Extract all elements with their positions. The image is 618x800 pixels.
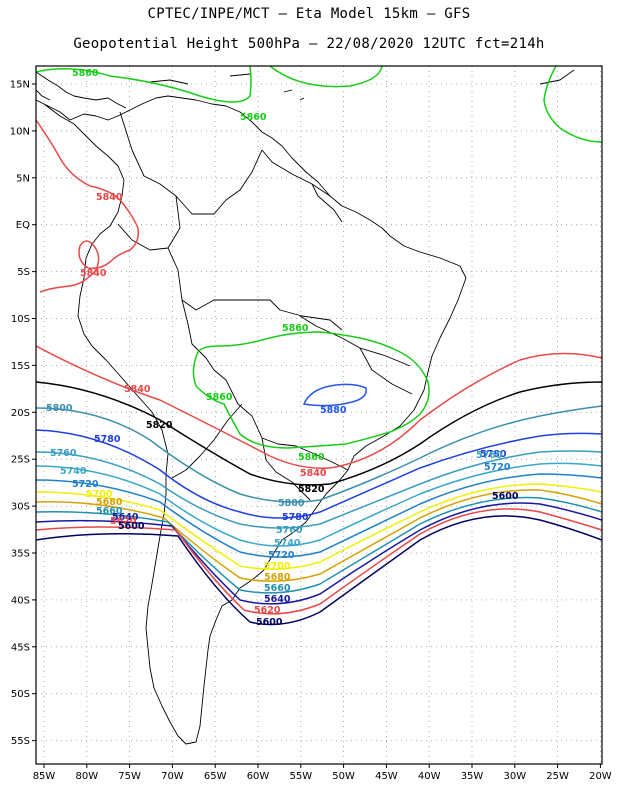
label-5860: 5860 — [282, 323, 309, 334]
central-america-coastline — [36, 71, 127, 109]
contour-5820 — [36, 381, 602, 486]
contour-5840-north — [36, 119, 140, 293]
label-5860: 5860 — [240, 112, 267, 123]
lat-tick-label: 25S — [11, 455, 30, 466]
label-5840: 5840 — [96, 192, 123, 203]
contour-5720 — [36, 473, 602, 558]
label-5600: 5600 — [256, 617, 283, 628]
contour-5600 — [36, 515, 602, 626]
caribbean-islands — [149, 69, 575, 101]
map-frame — [35, 65, 603, 765]
height-contours — [36, 66, 602, 626]
lat-tick-label: 5S — [17, 267, 30, 278]
graticule — [36, 66, 602, 764]
lat-tick-label: 30S — [11, 502, 30, 513]
lat-tick-label: 10S — [11, 314, 30, 325]
lat-tick-label: 15N — [10, 80, 30, 91]
lon-tick-label: 50W — [332, 771, 355, 782]
contour-5620 — [36, 508, 602, 615]
label-5740: 5740 — [274, 538, 301, 549]
label-5780: 5780 — [282, 512, 309, 523]
label-5640: 5640 — [112, 512, 139, 523]
label-5760: 5760 — [50, 448, 77, 459]
lat-tick-label: 40S — [11, 595, 30, 606]
label-5680: 5680 — [264, 572, 291, 583]
lat-tick-label: 45S — [11, 642, 30, 653]
contour-5840-mid — [36, 345, 602, 469]
label-5680: 5680 — [96, 497, 123, 508]
contour-5800 — [36, 405, 602, 503]
lon-tick-label: 70W — [161, 771, 184, 782]
lon-tick-label: 85W — [33, 771, 56, 782]
label-5820: 5820 — [298, 484, 325, 495]
label-5880: 5880 — [320, 405, 347, 416]
lon-tick-label: 75W — [118, 771, 141, 782]
map-title-line2: Geopotential Height 500hPa – 22/08/2020 … — [73, 36, 545, 52]
country-borders — [117, 111, 413, 501]
label-5760: 5760 — [276, 525, 303, 536]
contour-label-group: 5860 5860 5840 5840 5860 5860 5860 5880 … — [46, 68, 519, 628]
lon-tick-label: 20W — [589, 771, 612, 782]
label-5660: 5660 — [96, 506, 123, 517]
contour-5880-center — [302, 383, 367, 407]
lon-tick-label: 35W — [461, 771, 484, 782]
label-5840: 5840 — [80, 268, 107, 279]
contour-5760 — [36, 450, 602, 529]
label-5600: 5600 — [492, 491, 519, 502]
label-5800: 5800 — [46, 403, 73, 414]
label-5620: 5620 — [110, 516, 137, 527]
label-5640: 5640 — [264, 594, 291, 605]
lon-tick-label: 30W — [503, 771, 526, 782]
lon-tick-label: 25W — [546, 771, 569, 782]
lon-tick-label: 80W — [75, 771, 98, 782]
contour-5680 — [36, 489, 602, 582]
contour-5660 — [36, 496, 602, 594]
label-5860: 5860 — [72, 68, 99, 79]
south-america-coastline — [43, 95, 467, 745]
lon-tick-label: 40W — [418, 771, 441, 782]
contour-5700 — [36, 483, 602, 570]
label-5860: 5860 — [298, 452, 325, 463]
label-5840: 5840 — [124, 384, 151, 395]
label-5780: 5780 — [94, 434, 121, 445]
label-5740: 5740 — [60, 466, 87, 477]
lat-tick-label: 15S — [11, 361, 30, 372]
lat-tick-label: 5N — [16, 173, 30, 184]
label-5760: 5760 — [476, 450, 503, 461]
lat-tick-label: 35S — [11, 549, 30, 560]
label-5600: 5600 — [118, 521, 145, 532]
contour-5860-high — [192, 331, 430, 449]
lon-tick-label: 55W — [289, 771, 312, 782]
lon-tick-label: 65W — [204, 771, 227, 782]
label-5720: 5720 — [72, 479, 99, 490]
lat-tick-label: 55S — [11, 736, 30, 747]
lat-tick-label: 10N — [10, 126, 30, 137]
lon-tick-label: 45W — [375, 771, 398, 782]
coastlines-borders — [36, 69, 575, 745]
map-title-line1: CPTEC/INPE/MCT – Eta Model 15km – GFS — [147, 6, 471, 22]
label-5780: 5780 — [480, 449, 507, 460]
contour-5780 — [36, 429, 602, 519]
label-5620: 5620 — [254, 605, 281, 616]
contour-5740 — [36, 462, 602, 547]
label-5840: 5840 — [300, 468, 327, 479]
lat-tick-label: 50S — [11, 689, 30, 700]
contour-5640 — [36, 502, 602, 605]
label-5660: 5660 — [264, 583, 291, 594]
label-5720: 5720 — [484, 462, 511, 473]
lon-tick-label: 60W — [247, 771, 270, 782]
lat-tick-label: EQ — [16, 220, 30, 231]
axis-group: 15N 10N 5N EQ 5S 10S 15S 20S 25S 30S 35S 40S 45S 50S 5… — [10, 80, 612, 783]
contour-5860-north — [36, 66, 602, 143]
label-5820: 5820 — [146, 420, 173, 431]
label-5720: 5720 — [268, 550, 295, 561]
label-5800: 5800 — [278, 498, 305, 509]
label-5700: 5700 — [264, 561, 291, 572]
label-5860: 5860 — [206, 392, 233, 403]
label-5700: 5700 — [86, 489, 113, 500]
lat-tick-label: 20S — [11, 408, 30, 419]
